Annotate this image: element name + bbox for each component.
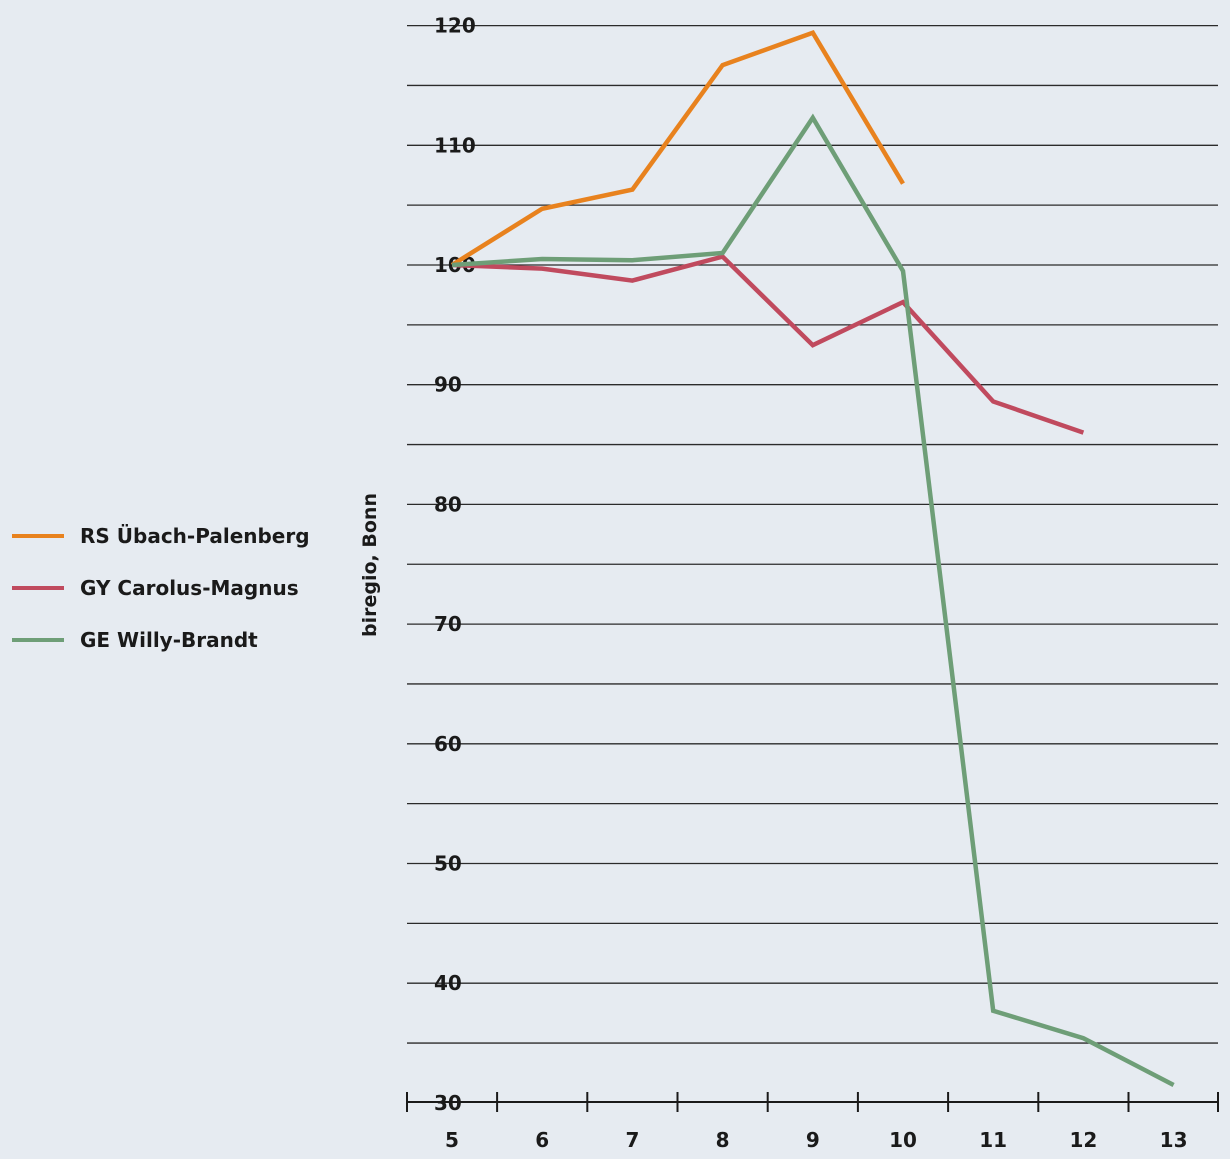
x-tick-label: 13 bbox=[1160, 1128, 1188, 1152]
x-tick-label: 6 bbox=[535, 1128, 549, 1152]
y-tick-label: 40 bbox=[434, 971, 462, 995]
legend-swatch bbox=[12, 534, 64, 538]
x-tick-label: 7 bbox=[625, 1128, 639, 1152]
legend: RS Übach-Palenberg GY Carolus-Magnus GE Wi… bbox=[12, 510, 310, 666]
legend-item: GY Carolus-Magnus bbox=[12, 562, 310, 614]
y-tick-label: 60 bbox=[434, 732, 462, 756]
y-tick-label: 30 bbox=[434, 1091, 462, 1115]
legend-item: GE Willy-Brandt bbox=[12, 614, 310, 666]
legend-label: RS Übach-Palenberg bbox=[80, 524, 310, 548]
y-tick-label: 90 bbox=[434, 373, 462, 397]
series-lines bbox=[450, 30, 1175, 1087]
y-tick-label: 110 bbox=[434, 133, 476, 157]
x-tick-label: 9 bbox=[806, 1128, 820, 1152]
x-axis: 5 6 7 8 9 10 11 12 13 bbox=[406, 1092, 1219, 1152]
y-axis-label: biregio, Bonn bbox=[359, 493, 381, 637]
y-tick-label: 120 bbox=[434, 14, 476, 38]
x-tick-label: 11 bbox=[979, 1128, 1007, 1152]
x-tick-label: 8 bbox=[716, 1128, 730, 1152]
y-tick-label: 80 bbox=[434, 492, 462, 516]
y-tick-label: 50 bbox=[434, 852, 462, 876]
series-line bbox=[450, 30, 905, 267]
legend-swatch bbox=[12, 638, 64, 642]
x-tick-label: 5 bbox=[445, 1128, 459, 1152]
y-tick-label: 70 bbox=[434, 612, 462, 636]
legend-swatch bbox=[12, 586, 64, 590]
series-line bbox=[451, 254, 1085, 435]
series-line bbox=[451, 113, 1175, 1087]
x-tick-label: 10 bbox=[889, 1128, 917, 1152]
grid-lines bbox=[407, 24, 1218, 1044]
legend-item: RS Übach-Palenberg bbox=[12, 510, 310, 562]
legend-label: GE Willy-Brandt bbox=[80, 628, 258, 652]
x-tick-label: 12 bbox=[1069, 1128, 1097, 1152]
legend-label: GY Carolus-Magnus bbox=[80, 576, 299, 600]
